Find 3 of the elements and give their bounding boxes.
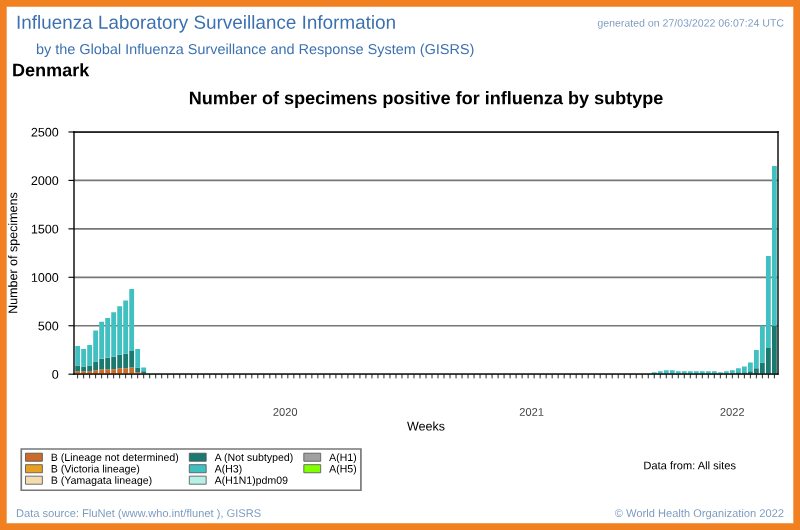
chart-title: Number of specimens positive for influenza by subtype (189, 91, 663, 108)
text: Denmark (13, 63, 90, 77)
text: Influenza Laboratory Surveillance Information (17, 15, 395, 33)
